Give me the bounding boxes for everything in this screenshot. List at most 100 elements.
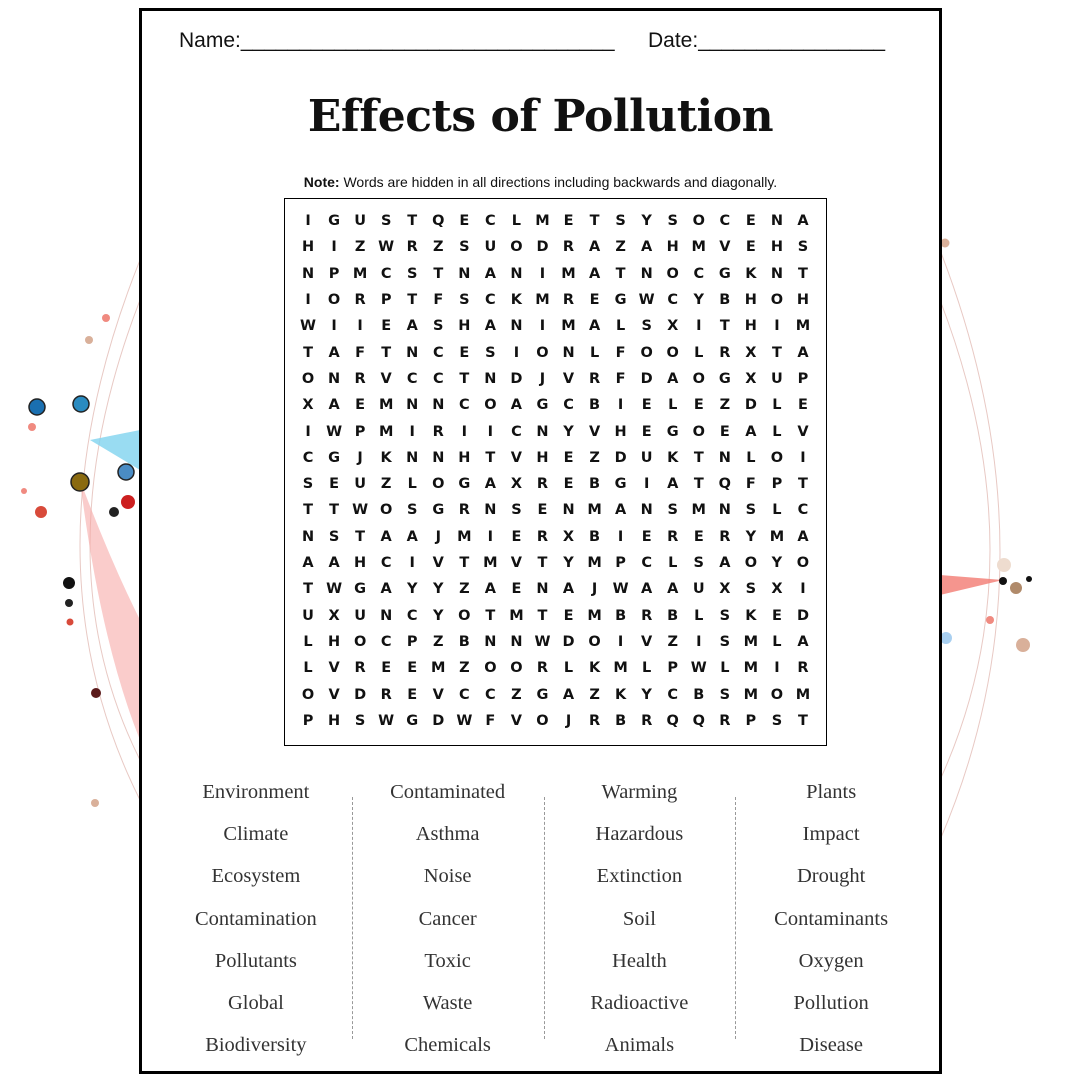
grid-letter: H — [301, 239, 315, 256]
column-divider — [351, 797, 353, 1039]
word-list-item: Pollutants — [214, 949, 297, 972]
grid-letter: T — [719, 318, 730, 335]
grid-letter: S — [459, 292, 470, 309]
name-field: Name:________________________________ — [179, 29, 615, 52]
grid-letter: G — [328, 213, 341, 230]
grid-letter: W — [690, 660, 707, 677]
grid-letter: T — [303, 581, 313, 598]
grid-letter: Q — [718, 476, 731, 493]
grid-letter: E — [693, 528, 704, 545]
grid-letter: E — [563, 213, 574, 230]
grid-letter: C — [485, 213, 496, 230]
word-list-item: Contamination — [194, 907, 317, 930]
word-list-item: Chemicals — [404, 1034, 491, 1057]
grid-letter: Z — [433, 239, 444, 256]
grid-letter: W — [378, 712, 395, 729]
grid-letter: I — [357, 318, 363, 335]
grid-letter: T — [537, 555, 548, 572]
grid-letter: P — [797, 370, 809, 387]
grid-letter: G — [328, 449, 341, 466]
grid-letter: T — [303, 502, 313, 519]
grid-letter: F — [355, 344, 366, 361]
grid-letter: Y — [693, 292, 705, 309]
word-list-item: Radioactive — [590, 992, 689, 1015]
grid-letter: I — [409, 423, 415, 440]
grid-letter: A — [562, 581, 575, 598]
grid-letter: W — [638, 292, 655, 309]
grid-letter: X — [667, 318, 679, 335]
grid-letter: R — [536, 660, 549, 677]
grid-letter: N — [432, 397, 445, 414]
grid-letter: Z — [589, 449, 600, 466]
grid-letter: S — [641, 318, 652, 335]
grid-letter: R — [719, 712, 731, 729]
grid-letter: S — [745, 581, 757, 598]
grid-letter: E — [537, 502, 548, 519]
grid-letter: A — [328, 344, 340, 361]
grid-letter: K — [588, 660, 601, 677]
grid-letter: D — [536, 239, 549, 256]
grid-letter: N — [562, 502, 575, 519]
grid-letter: R — [667, 528, 679, 545]
grid-letter: O — [380, 502, 393, 519]
grid-letter: S — [485, 344, 496, 361]
grid-letter: H — [614, 423, 627, 440]
grid-letter: P — [406, 633, 418, 650]
grid-letter: T — [459, 370, 470, 387]
grid-letter: S — [797, 239, 809, 256]
grid-letter: W — [534, 633, 551, 650]
grid-letter: N — [301, 528, 315, 545]
grid-letter: E — [563, 476, 574, 493]
grid-letter: R — [719, 344, 731, 361]
grid-letter: H — [744, 318, 757, 335]
grid-letter: J — [435, 528, 441, 545]
grid-letter: X — [719, 581, 731, 598]
grid-letter: S — [380, 213, 392, 230]
grid-letter: S — [459, 239, 470, 256]
grid-letter: M — [613, 660, 628, 677]
grid-letter: Z — [433, 633, 444, 650]
word-list-item: Warming — [601, 780, 678, 803]
grid-letter: W — [612, 581, 629, 598]
grid-letter: N — [536, 581, 549, 598]
grid-letter: G — [458, 476, 471, 493]
grid-letter: F — [615, 344, 626, 361]
grid-letter: A — [667, 476, 679, 493]
grid-letter: O — [484, 397, 497, 414]
grid-letter: C — [432, 370, 444, 387]
grid-letter: N — [510, 318, 523, 335]
grid-letter: C — [380, 633, 392, 650]
grid-letter: P — [615, 555, 626, 572]
grid-letter: R — [354, 370, 366, 387]
grid-letter: E — [511, 528, 522, 545]
word-list-item: Toxic — [424, 949, 471, 972]
grid-letter: E — [745, 239, 756, 256]
grid-letter: O — [536, 712, 549, 729]
grid-letter: M — [378, 397, 394, 414]
column-divider — [543, 797, 545, 1039]
grid-letter: O — [353, 633, 367, 650]
word-list-item: Environment — [202, 780, 310, 803]
grid-letter: P — [380, 292, 392, 309]
grid-letter: N — [718, 449, 731, 466]
grid-letter: H — [666, 239, 679, 256]
grid-letter: A — [641, 239, 653, 256]
grid-letter: T — [589, 213, 600, 230]
grid-letter: X — [302, 397, 314, 414]
grid-letter: D — [796, 607, 809, 624]
grid-letter: T — [693, 449, 704, 466]
grid-letter: E — [459, 213, 470, 230]
grid-letter: E — [381, 318, 392, 335]
grid-letter: Y — [771, 555, 783, 572]
grid-letter: Y — [563, 555, 574, 572]
grid-letter: Z — [380, 476, 392, 493]
grid-letter: E — [589, 292, 600, 309]
grid-letter: X — [510, 476, 522, 493]
grid-letter: H — [354, 555, 367, 572]
grid-letter: C — [797, 502, 809, 519]
grid-letter: U — [484, 239, 497, 256]
grid-letter: Y — [433, 607, 444, 624]
grid-letter: U — [302, 607, 314, 624]
grid-letter: Z — [354, 239, 366, 256]
